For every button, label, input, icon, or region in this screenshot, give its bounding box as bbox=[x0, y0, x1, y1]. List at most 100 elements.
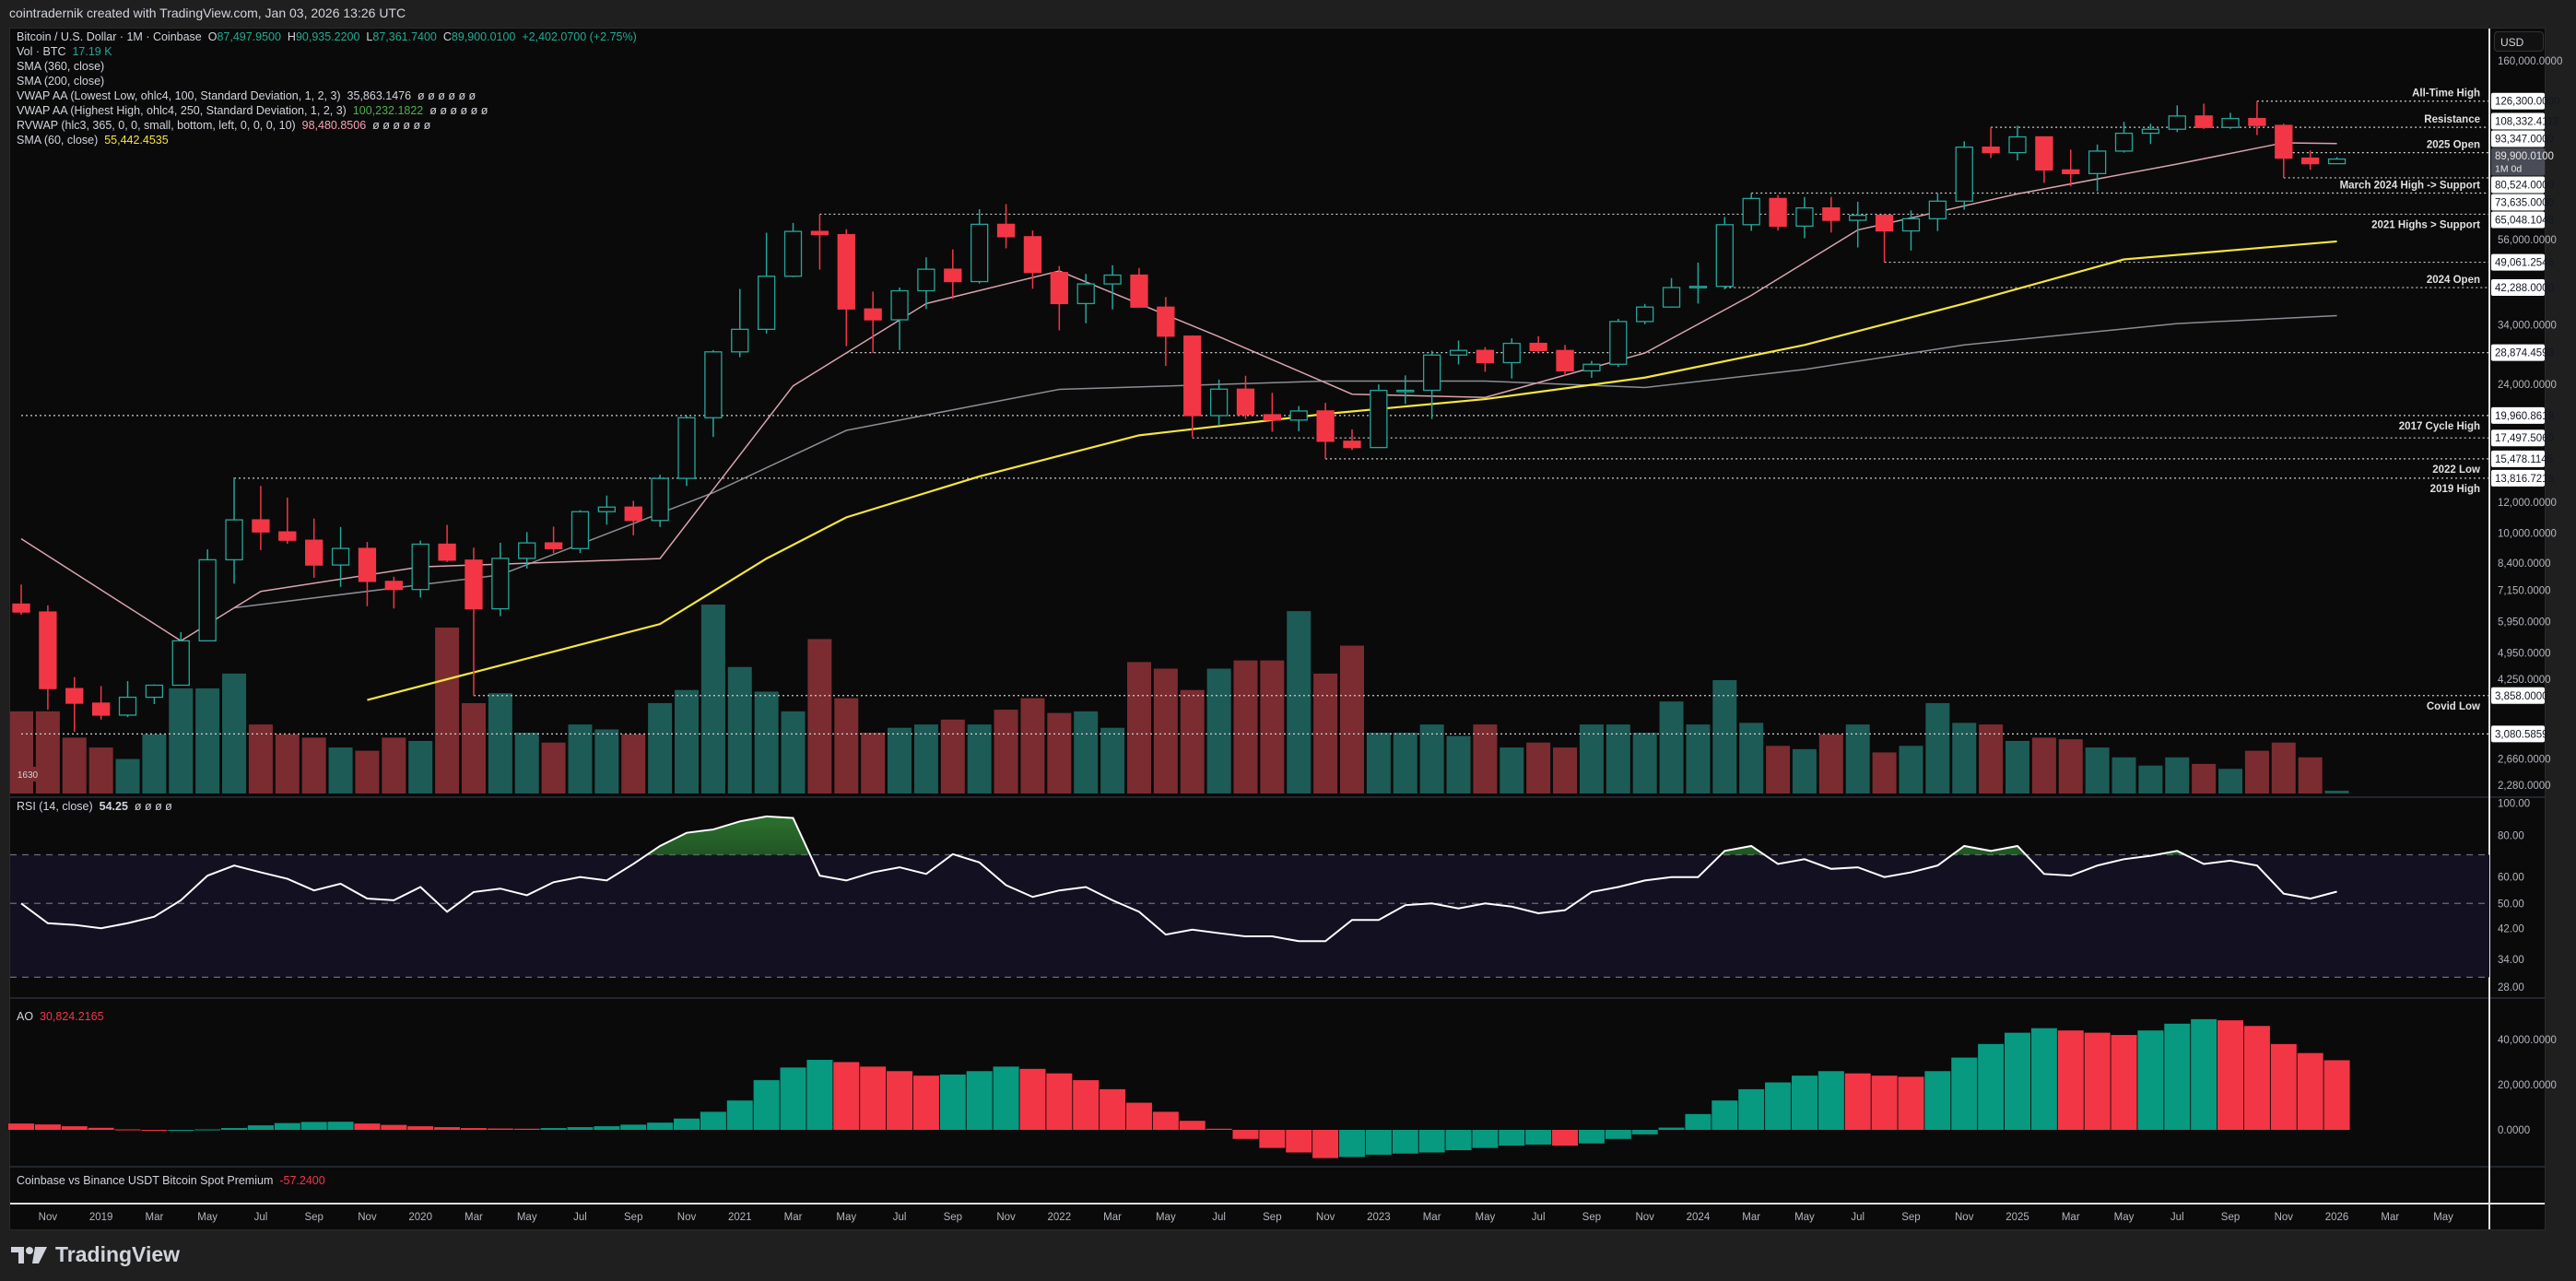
candle-body[interactable] bbox=[2062, 169, 2080, 175]
ao-legend[interactable]: AO 30,824.2165 bbox=[17, 1010, 104, 1023]
candle-body[interactable] bbox=[570, 511, 590, 549]
candle-body[interactable] bbox=[1476, 349, 1495, 364]
candle-body[interactable] bbox=[1769, 197, 1787, 228]
candle-body[interactable] bbox=[1742, 197, 1760, 226]
candle-body[interactable] bbox=[1076, 283, 1095, 305]
candle-body[interactable] bbox=[544, 542, 563, 549]
candle-body[interactable] bbox=[2275, 124, 2293, 159]
candle-body[interactable] bbox=[1157, 306, 1175, 337]
candle-body[interactable] bbox=[1370, 389, 1388, 449]
candle-body[interactable] bbox=[1662, 287, 1681, 308]
candle-body[interactable] bbox=[171, 640, 190, 687]
candle-body[interactable] bbox=[996, 223, 1016, 238]
legend-sma200[interactable]: SMA (200, close) bbox=[17, 75, 105, 88]
candle-body[interactable] bbox=[757, 276, 776, 330]
candle-body[interactable] bbox=[651, 477, 669, 522]
candle-body[interactable] bbox=[1263, 414, 1282, 421]
candle-body[interactable] bbox=[1050, 272, 1068, 305]
legend-sma360[interactable]: SMA (360, close) bbox=[17, 60, 105, 73]
candle-body[interactable] bbox=[2114, 132, 2134, 152]
candle-body[interactable] bbox=[1609, 321, 1628, 365]
candle-body[interactable] bbox=[491, 558, 510, 610]
time-axis[interactable]: Nov 2019 Mar May Jul Sep Nov 2020 Mar May Jul Sep No… bbox=[39, 1212, 2454, 1223]
candle-body[interactable] bbox=[518, 542, 536, 559]
candle-body[interactable] bbox=[810, 230, 829, 236]
candle-body[interactable] bbox=[1875, 214, 1894, 232]
tradingview-logo[interactable]: TradingView bbox=[11, 1242, 180, 1267]
candle-body[interactable] bbox=[411, 543, 429, 591]
candle-body[interactable] bbox=[305, 539, 323, 566]
candle-body[interactable] bbox=[2221, 117, 2240, 128]
candle-body[interactable] bbox=[2301, 157, 2320, 165]
candle-body[interactable] bbox=[2088, 150, 2107, 175]
candle-body[interactable] bbox=[1289, 410, 1308, 421]
candle-body[interactable] bbox=[384, 581, 403, 591]
candle-body[interactable] bbox=[1396, 389, 1415, 393]
premium-legend[interactable]: Coinbase vs Binance USDT Bitcoin Spot Pr… bbox=[17, 1174, 325, 1187]
legend-vwap-lowest-low[interactable]: VWAP AA (Lowest Low, ohlc4, 100, Standar… bbox=[17, 88, 637, 103]
candle-body[interactable] bbox=[2194, 115, 2213, 128]
candle-body[interactable] bbox=[1183, 335, 1202, 417]
candle-body[interactable] bbox=[1955, 147, 1973, 202]
candle-body[interactable] bbox=[1449, 349, 1468, 356]
candle-body[interactable] bbox=[970, 223, 989, 283]
candle-body[interactable] bbox=[465, 559, 483, 610]
candle-body[interactable] bbox=[358, 547, 377, 582]
candle-body[interactable] bbox=[1556, 349, 1574, 372]
candle-body[interactable] bbox=[2008, 135, 2027, 154]
candle-body[interactable] bbox=[1715, 224, 1734, 288]
candle-body[interactable] bbox=[704, 351, 723, 418]
candle-body[interactable] bbox=[1901, 217, 1921, 232]
candle-body[interactable] bbox=[944, 268, 962, 283]
candle-body[interactable] bbox=[1928, 200, 1947, 220]
legend-rvwap[interactable]: RVWAP (hlc3, 365, 0, 0, small, bottom, l… bbox=[17, 118, 637, 133]
candle-body[interactable] bbox=[1582, 363, 1601, 372]
legend-volume[interactable]: Vol · BTC 17.19 K bbox=[17, 44, 637, 59]
candle-body[interactable] bbox=[91, 702, 111, 716]
candle-body[interactable] bbox=[1636, 306, 1654, 323]
candle-body[interactable] bbox=[677, 417, 696, 479]
candle-body[interactable] bbox=[438, 543, 456, 561]
candle-body[interactable] bbox=[890, 289, 909, 321]
candle-body[interactable] bbox=[1688, 286, 1708, 288]
candle-body[interactable] bbox=[917, 268, 935, 292]
candle-body[interactable] bbox=[624, 506, 642, 522]
candle-body[interactable] bbox=[1822, 206, 1841, 221]
rsi-legend[interactable]: RSI (14, close) 54.25 ø ø ø ø bbox=[17, 800, 172, 813]
candle-body[interactable] bbox=[278, 531, 297, 541]
candle-body[interactable] bbox=[731, 328, 749, 353]
price-axis[interactable]: 160,000.0000 56,000.0000 34,000.0000 24,000… bbox=[2491, 56, 2562, 1136]
candle-body[interactable] bbox=[12, 603, 30, 613]
horizontal-levels[interactable]: All-Time High Resistance 2025 Open March 20… bbox=[21, 88, 2489, 735]
candle-body[interactable] bbox=[1236, 388, 1255, 416]
legend-sma60[interactable]: SMA (60, close) 55,442.4535 bbox=[17, 133, 637, 147]
candle-body[interactable] bbox=[783, 230, 803, 277]
candle-body[interactable] bbox=[252, 519, 270, 533]
candle-body[interactable] bbox=[1343, 441, 1361, 449]
candle-body[interactable] bbox=[864, 308, 882, 321]
candle-body[interactable] bbox=[1130, 274, 1148, 308]
candle-body[interactable] bbox=[1316, 410, 1335, 442]
candle-body[interactable] bbox=[198, 558, 217, 641]
candle-body[interactable] bbox=[39, 611, 57, 689]
candle-body[interactable] bbox=[1502, 342, 1521, 364]
candle-body[interactable] bbox=[2248, 117, 2266, 126]
candle-body[interactable] bbox=[1529, 342, 1547, 351]
candle-body[interactable] bbox=[145, 684, 164, 699]
candle-body[interactable] bbox=[2168, 115, 2186, 130]
candle-body[interactable] bbox=[1103, 274, 1122, 285]
candle-body[interactable] bbox=[837, 233, 855, 310]
candle-body[interactable] bbox=[1023, 236, 1042, 274]
candle-body[interactable] bbox=[1209, 388, 1229, 417]
candle-body[interactable] bbox=[2327, 158, 2347, 165]
candles[interactable] bbox=[12, 100, 2347, 733]
legend-vwap-highest-high[interactable]: VWAP AA (Highest High, ohlc4, 250, Stand… bbox=[17, 103, 637, 118]
candle-body[interactable] bbox=[1795, 206, 1814, 228]
candle-body[interactable] bbox=[118, 696, 137, 716]
candle-body[interactable] bbox=[65, 688, 84, 704]
candle-body[interactable] bbox=[2141, 128, 2160, 135]
currency-button[interactable]: USD bbox=[2494, 31, 2544, 52]
candle-body[interactable] bbox=[331, 547, 350, 566]
candle-body[interactable] bbox=[1849, 214, 1867, 221]
